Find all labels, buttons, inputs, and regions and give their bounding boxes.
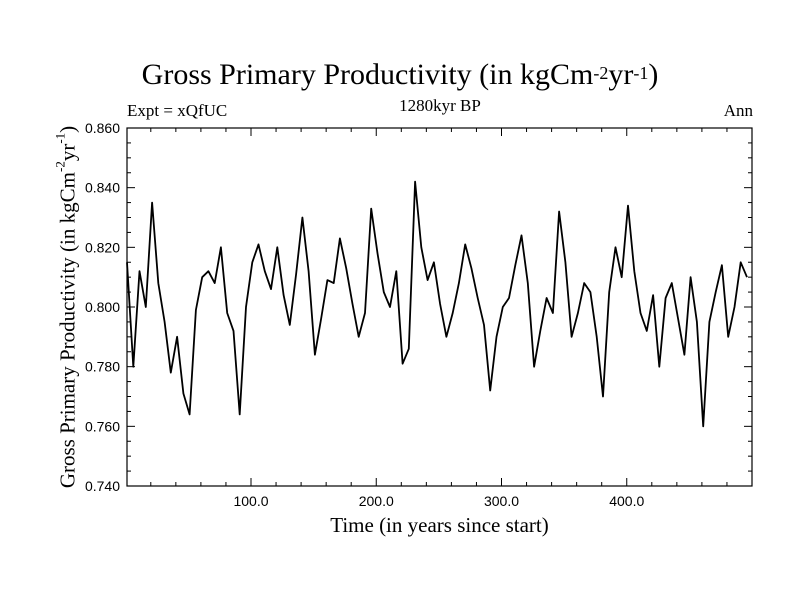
title-exponent-2: -1 [633, 63, 649, 83]
title-main: Gross Primary Productivity (in kgCm [141, 58, 594, 91]
y-tick-label: 0.860 [85, 120, 120, 136]
x-tick-label: 100.0 [233, 493, 268, 509]
chart-title: Gross Primary Productivity (in kgCm-2yr-… [0, 58, 800, 92]
y-tick-label: 0.760 [85, 418, 120, 434]
y-tick-label: 0.780 [85, 359, 120, 375]
x-tick-label: 400.0 [609, 493, 644, 509]
experiment-label: Expt = xQfUC [127, 101, 228, 120]
y-tick-label: 0.800 [85, 299, 120, 315]
title-exponent-1: -2 [593, 63, 609, 83]
tick-layer: 100.0 200.0 300.0 400.0 0.740 0.760 0.780 0.800… [85, 120, 753, 509]
chart-subtitle: 1280kyr BP [399, 96, 481, 115]
series-line-annual-gpp [126, 180, 748, 428]
x-axis-label: Time (in years since start) [330, 513, 549, 537]
title-mid: yr [608, 58, 634, 91]
y-tick-label: 0.740 [85, 478, 120, 494]
y-tick-label: 0.840 [85, 180, 120, 196]
season-label: Ann [723, 101, 753, 120]
plot-frame [126, 127, 753, 487]
y-tick-label: 0.820 [85, 239, 120, 255]
x-tick-label: 200.0 [359, 493, 394, 509]
title-end: ) [648, 58, 659, 91]
x-tick-label: 300.0 [484, 493, 519, 509]
series-layer [126, 180, 748, 428]
